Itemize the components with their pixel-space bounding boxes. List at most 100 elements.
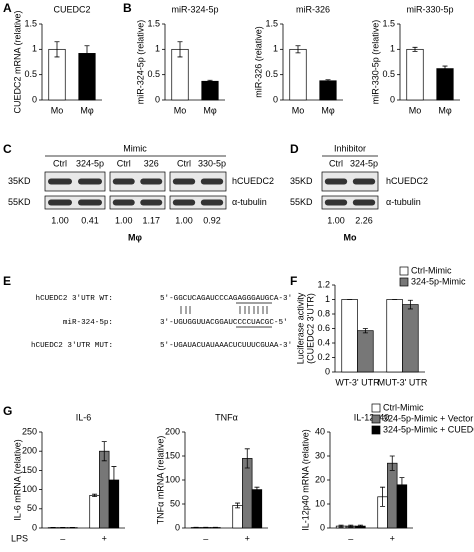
x-tick-label: Mo <box>174 105 187 115</box>
ratio: 1.17 <box>142 215 160 225</box>
y-axis-label: Luciferase activity <box>295 292 305 364</box>
y-tick-label: 0.5 <box>265 69 278 79</box>
ratio: 2.26 <box>355 215 373 225</box>
bar <box>289 48 307 101</box>
panel-label: E <box>3 274 11 288</box>
error-bar <box>84 45 90 62</box>
bar <box>341 299 358 373</box>
blot-header: Mimic <box>123 143 147 153</box>
y-tick-label: 50 <box>27 503 37 513</box>
ratio: 1.00 <box>175 215 193 225</box>
chart-title: TNFα <box>215 412 238 422</box>
y-tick-label: 0.5 <box>24 69 37 79</box>
lane-label: 330-5p <box>198 158 226 168</box>
y-tick-label: 1.5 <box>147 18 160 28</box>
bar <box>436 68 454 101</box>
y-tick-label: 0.2 <box>317 352 330 362</box>
blot-box <box>321 171 379 192</box>
y-axis-label: miR-330-5p (relative) <box>370 20 380 105</box>
legend-swatch <box>371 403 381 413</box>
y-tick-label: 200 <box>165 426 180 436</box>
legend-label: 324-5p-Mimic <box>411 276 466 286</box>
protein-label: hCUEDC2 <box>386 176 428 186</box>
x-tick-label: – <box>348 533 353 543</box>
error-bar <box>177 41 183 58</box>
x-tick-label: Mφ <box>438 105 451 115</box>
y-tick-label: 20 <box>315 474 325 484</box>
y-tick-label: 0 <box>32 522 37 532</box>
x-tick-label: MUT-3' UTR <box>378 377 428 387</box>
bar <box>357 330 374 373</box>
panel-label: B <box>123 1 132 15</box>
kd-marker: 55KD <box>290 197 313 207</box>
chart-title: miR-324-5p <box>171 4 218 14</box>
bar <box>251 489 263 529</box>
ratio: 1.00 <box>327 215 345 225</box>
y-axis-label: miR-326 (relative) <box>253 26 263 98</box>
panel-label: C <box>3 142 12 156</box>
bar <box>406 48 424 101</box>
band <box>140 178 163 185</box>
lane-label: Ctrl <box>329 158 343 168</box>
y-tick-label: 0.8 <box>317 308 330 318</box>
error-bar <box>357 524 363 528</box>
x-tick-label: Mφ <box>80 105 93 115</box>
sequence-label: miR-324-5p: <box>63 319 113 327</box>
blot-box <box>169 171 227 192</box>
bar <box>387 462 398 529</box>
y-tick-label: 0 <box>390 94 395 104</box>
y-tick-label: 1.5 <box>24 18 37 28</box>
chart-title: miR-326 <box>296 4 330 14</box>
sequence-label: hCUEDC2 3'UTR MUT: <box>31 342 113 350</box>
x-tick-label: Mφ <box>203 105 216 115</box>
kd-marker: 35KD <box>8 176 31 186</box>
y-axis-label: IL-6 mRNA (relative) <box>12 439 22 521</box>
blot-box <box>109 171 166 192</box>
y-tick-label: 0 <box>32 94 37 104</box>
error-bar <box>362 328 368 334</box>
y-tick-label: 200 <box>22 446 37 456</box>
error-bar <box>399 477 405 493</box>
y-axis-label: IL-12p40 mRNA (relative) <box>300 429 310 531</box>
panel-label: A <box>3 1 12 15</box>
error-bar <box>111 466 117 494</box>
error-bar <box>338 524 344 528</box>
x-tick-label: Mo <box>409 105 422 115</box>
bar <box>89 495 100 529</box>
y-tick-label: 1 <box>155 44 160 54</box>
legend-label: Ctrl-Mimic <box>411 265 452 275</box>
x-tick-label: Mφ <box>321 105 334 115</box>
chart-title: IL-12p40 <box>354 412 390 422</box>
blot-box <box>321 195 379 210</box>
y-tick-label: 0.5 <box>147 69 160 79</box>
y-axis-label: CUEDC2 mRNA (relative) <box>12 10 22 113</box>
sequence-label: hCUEDC2 3'UTR WT: <box>36 295 113 303</box>
lane-label: Ctrl <box>177 158 191 168</box>
y-tick-label: 1.5 <box>265 18 278 28</box>
bar <box>99 450 110 529</box>
pairing-marks <box>180 302 272 328</box>
band <box>324 178 348 185</box>
error-bar <box>207 79 213 83</box>
legend-swatch <box>399 266 409 276</box>
y-axis-label: miR-324-5p (relative) <box>135 20 145 105</box>
band <box>200 178 224 185</box>
legend-swatch <box>371 414 381 424</box>
blot-box <box>109 195 166 210</box>
chart-title: IL-6 <box>76 412 92 422</box>
protein-label: hCUEDC2 <box>232 176 274 186</box>
lane-label: Ctrl <box>53 158 67 168</box>
blot-header: Inhibitor <box>334 143 366 153</box>
band <box>112 199 135 206</box>
bar <box>319 80 337 101</box>
band <box>78 199 102 206</box>
y-tick-label: 1 <box>273 44 278 54</box>
y-tick-label: 0 <box>325 366 330 376</box>
y-tick-label: 1 <box>390 44 395 54</box>
y-tick-label: 100 <box>22 484 37 494</box>
error-bar <box>412 46 418 52</box>
x-tick-label: WT-3' UTR <box>335 377 380 387</box>
x-tick-label: + <box>245 533 250 543</box>
